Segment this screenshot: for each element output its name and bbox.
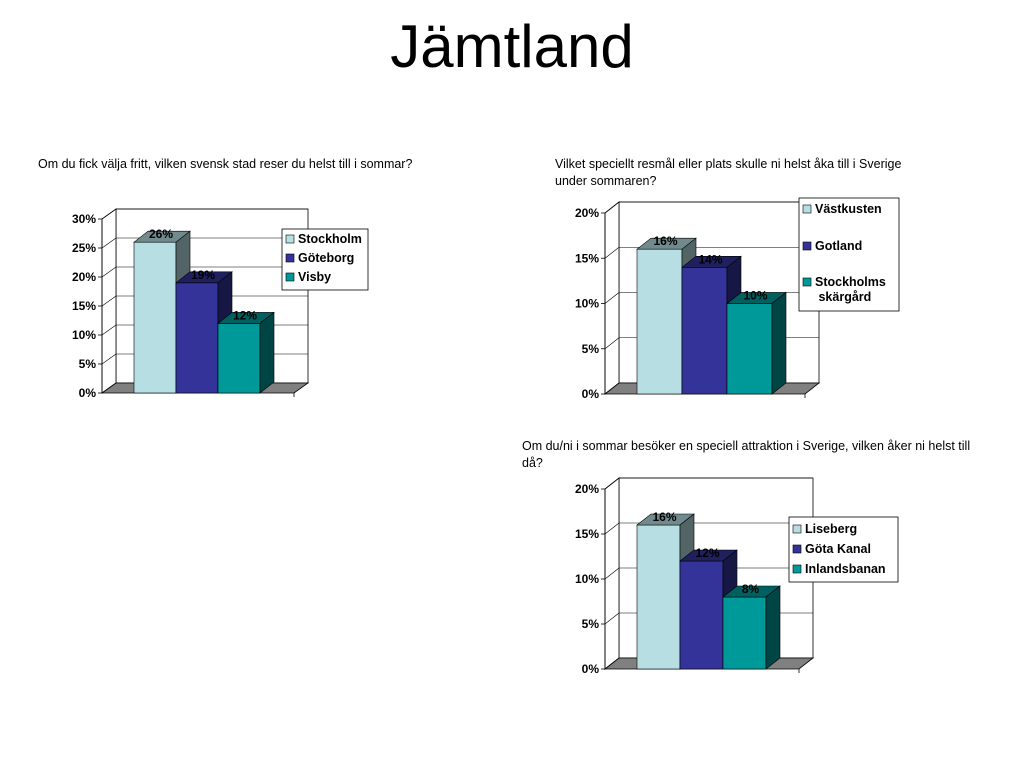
chart-3-bar-3-side <box>765 585 781 670</box>
chart-1-data-label-3: 12% <box>233 308 257 322</box>
chart-1-bar-3 <box>217 323 261 394</box>
chart-3-gridline-side <box>604 612 620 625</box>
chart-1-question: Om du fick välja fritt, vilken svensk st… <box>38 157 413 171</box>
chart-1-ytick-label: 20% <box>72 270 96 284</box>
chart-2-data-label-1: 16% <box>653 234 677 248</box>
chart-3-legend-label-1: Liseberg <box>805 522 857 536</box>
chart-1-gridline-side <box>101 237 117 249</box>
chart-2-legend-swatch-1 <box>802 204 812 214</box>
chart-2-legend <box>798 197 900 312</box>
slide-title: Jämtland <box>390 13 634 80</box>
chart-2-legend-swatch-2 <box>802 241 812 251</box>
chart-1-gridline-side <box>101 266 117 278</box>
chart-2-ytick-label: 5% <box>582 342 600 356</box>
chart-1-ytick-label: 15% <box>72 299 96 313</box>
chart-3-legend-swatch-2 <box>792 544 802 554</box>
chart-1-data-label-1: 26% <box>149 227 173 241</box>
chart-3-ytick-label: 5% <box>582 617 600 631</box>
chart-2-bar-3-side <box>771 291 787 395</box>
chart-1-ytick-label: 0% <box>79 386 97 400</box>
chart-3-legend-label-3: Inlandsbanan <box>805 562 886 576</box>
chart-1-gridline-side <box>101 324 117 336</box>
chart-2-data-label-2: 14% <box>698 252 722 266</box>
chart-1-legend-swatch-2 <box>285 253 295 263</box>
chart-3-gridline-side <box>604 477 620 490</box>
chart-1-legend-label-3: Visby <box>298 270 331 284</box>
chart-1-legend-label-1: Stockholm <box>298 232 362 246</box>
chart-2-gridline-side <box>604 337 620 349</box>
chart-2-legend-label-3: Stockholms skärgård <box>815 275 886 304</box>
chart-1-bar-1 <box>133 241 177 394</box>
chart-3-data-label-2: 12% <box>695 546 719 560</box>
chart-2-legend-label-1: Västkusten <box>815 202 882 216</box>
chart-1-gridline-side <box>101 353 117 365</box>
chart-3-legend-swatch-1 <box>792 524 802 534</box>
chart-3-legend <box>788 516 899 583</box>
chart-3-bar-2 <box>679 560 724 670</box>
chart-3-data-label-3: 8% <box>742 582 760 596</box>
chart-3-gridline-side <box>604 522 620 535</box>
chart-2-legend-label-2: Gotland <box>815 239 862 253</box>
chart-1-legend <box>281 228 369 291</box>
chart-3-bar-1 <box>636 524 681 670</box>
chart-2-question: Vilket speciellt resmål eller plats skul… <box>555 157 902 188</box>
chart-1-ytick-label: 10% <box>72 328 96 342</box>
chart-2-legend-swatch-3 <box>802 277 812 287</box>
chart-3-legend-label-2: Göta Kanal <box>805 542 871 556</box>
chart-1-legend-swatch-3 <box>285 272 295 282</box>
chart-1-gridline-side <box>101 208 117 220</box>
chart-1-data-label-2: 19% <box>191 268 215 282</box>
chart-3-ytick-label: 15% <box>575 527 599 541</box>
chart-2-ytick-label: 20% <box>575 206 599 220</box>
chart-1-bar-2 <box>175 282 219 394</box>
chart-1-ytick-label: 5% <box>79 357 97 371</box>
chart-3-gridline-side <box>604 567 620 580</box>
chart-3-bar-3 <box>722 596 767 670</box>
chart-1-legend-label-2: Göteborg <box>298 251 354 265</box>
chart-2-ytick-label: 0% <box>582 387 600 401</box>
chart-3-question: Om du/ni i sommar besöker en speciell at… <box>522 439 971 470</box>
chart-2-data-label-3: 10% <box>743 289 767 303</box>
chart-3-data-label-1: 16% <box>652 510 676 524</box>
chart-2-ytick-label: 15% <box>575 251 599 265</box>
chart-1-ytick-label: 25% <box>72 241 96 255</box>
chart-1-gridline-side <box>101 295 117 307</box>
chart-2-bar-2 <box>681 266 728 395</box>
chart-2-gridline-side <box>604 247 620 259</box>
chart-3-legend-swatch-3 <box>792 564 802 574</box>
chart-2-ytick-label: 10% <box>575 297 599 311</box>
chart-1-legend-swatch-1 <box>285 234 295 244</box>
chart-3-ytick-label: 0% <box>582 662 600 676</box>
chart-2-gridline-side <box>604 292 620 304</box>
chart-1-bar-3-side <box>259 311 275 394</box>
chart-1-ytick-label: 30% <box>72 212 96 226</box>
chart-2-gridline-side <box>604 201 620 214</box>
chart-3-ytick-label: 10% <box>575 572 599 586</box>
chart-3-ytick-label: 20% <box>575 482 599 496</box>
